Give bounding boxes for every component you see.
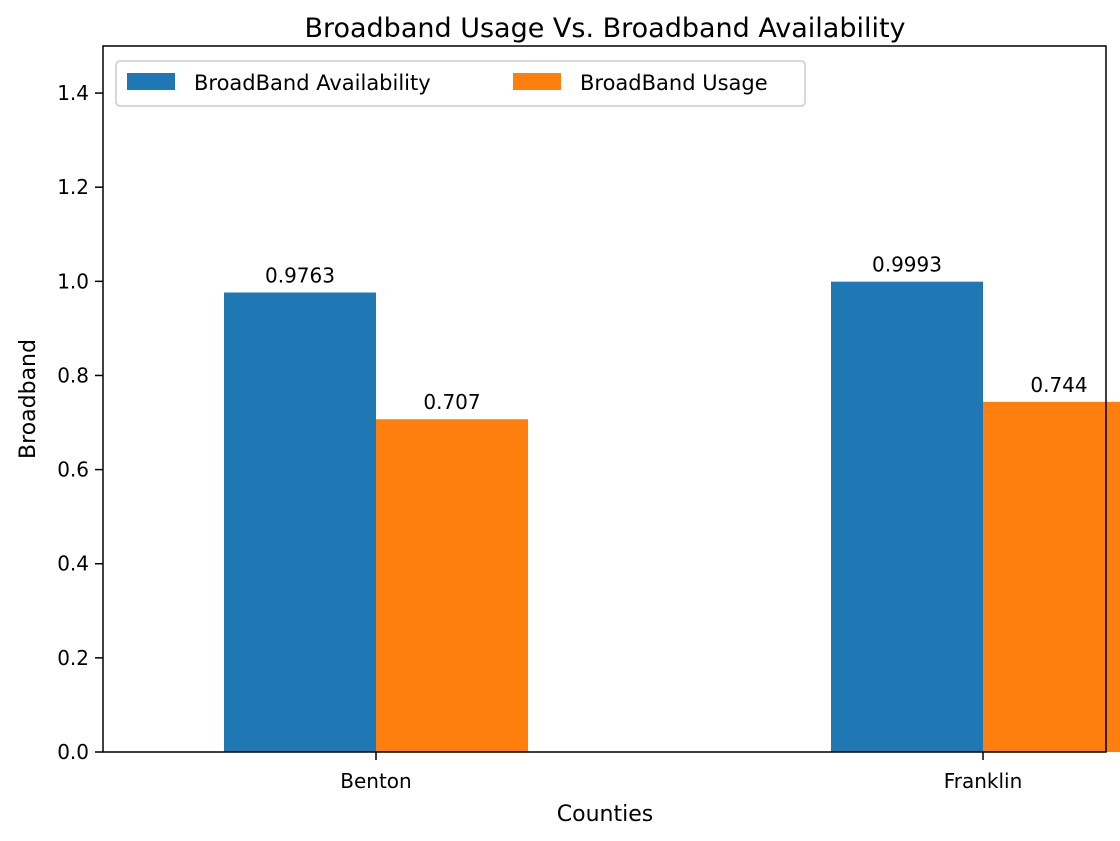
- y-tick-label: 1.2: [57, 175, 89, 199]
- bar-availability-franklin: [831, 281, 983, 752]
- legend-box: [115, 60, 806, 107]
- chart-title: Broadband Usage Vs. Broadband Availabili…: [304, 13, 905, 44]
- data-label-usage-franklin: 0.744: [1030, 373, 1087, 397]
- y-tick-label: 0.6: [57, 458, 89, 482]
- plot-area: 0.9763 0.9993 0.707 0.744: [224, 253, 1120, 752]
- y-tick-label: 0.8: [57, 363, 89, 387]
- legend-label-availability: BroadBand Availability: [194, 71, 431, 95]
- y-tick-label: 1.0: [57, 269, 89, 293]
- data-label-availability-benton: 0.9763: [265, 263, 335, 287]
- legend-label-usage: BroadBand Usage: [580, 71, 768, 95]
- data-label-usage-benton: 0.707: [423, 390, 480, 414]
- bar-usage-benton: [376, 419, 528, 752]
- bar-usage-franklin: [983, 401, 1120, 752]
- y-tick-label: 0.4: [57, 552, 89, 576]
- legend-swatch-usage: [513, 73, 561, 90]
- bar-availability-benton: [224, 292, 376, 752]
- x-axis: Benton Franklin: [340, 752, 1022, 793]
- y-tick-label: 0.0: [57, 740, 89, 764]
- x-tick-label-franklin: Franklin: [944, 769, 1023, 793]
- legend: BroadBand Availability BroadBand Usage: [115, 60, 806, 107]
- x-tick-label-benton: Benton: [340, 769, 411, 793]
- data-label-availability-franklin: 0.9993: [872, 253, 942, 277]
- x-axis-label: Counties: [557, 802, 653, 827]
- y-axis-label: Broadband: [16, 339, 41, 459]
- axes-frame: [102, 45, 1107, 753]
- y-tick-label: 0.2: [57, 646, 89, 670]
- y-tick-label: 1.4: [57, 81, 89, 105]
- y-axis: 0.0 0.2 0.4 0.6 0.8 1.0 1.2 1.4: [57, 81, 103, 764]
- legend-swatch-availability: [127, 73, 175, 90]
